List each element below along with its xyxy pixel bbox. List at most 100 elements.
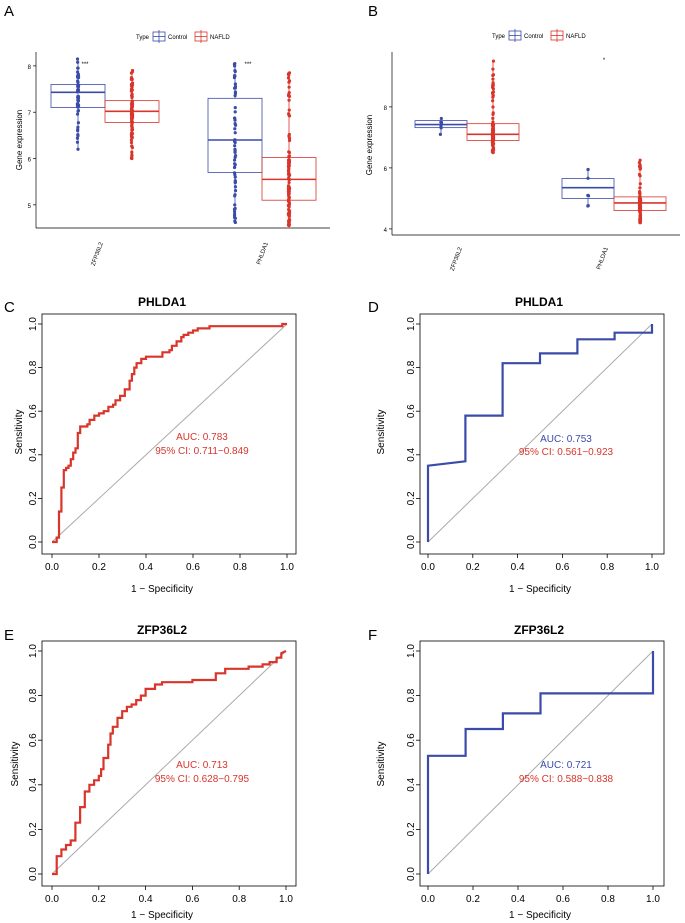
- diagonal-reference-line: [427, 323, 653, 543]
- control-dot: [76, 66, 80, 70]
- nafld-dot: [287, 73, 291, 77]
- y-tick-label: 6: [384, 167, 388, 173]
- roc-curve-line: [426, 324, 654, 542]
- panel-b-boxes: 4 6 8: [384, 59, 667, 234]
- y-tick-label: 0.8: [406, 688, 417, 702]
- nafld-dot: [287, 150, 291, 154]
- panel-f-letter: F: [368, 627, 377, 644]
- panel-e-ci: 95% CI: 0.628−0.795: [155, 774, 250, 785]
- y-tick-label: 8: [28, 65, 32, 71]
- y-tick-label: 0.0: [28, 867, 39, 881]
- nafld-dot: [130, 88, 134, 92]
- nafld-dot: [287, 137, 292, 141]
- panel-a-legend-control: Control: [168, 35, 187, 41]
- panel-d-auc: AUC: 0.753: [540, 434, 592, 445]
- y-tick-label: 0.2: [406, 491, 417, 505]
- nafld-dot: [130, 114, 135, 118]
- control-dot: [233, 131, 237, 135]
- control-dot: [76, 109, 80, 113]
- nafld-dot: [638, 186, 642, 190]
- x-tick-label: 0.8: [232, 894, 246, 905]
- panel-b-legend-control-key: [508, 29, 522, 42]
- control-dot: [76, 105, 80, 109]
- x-tick-label: 0.0: [45, 894, 59, 905]
- panel-e-letter: E: [4, 627, 14, 644]
- panel-e: E ZFP36L2 0.0 0.0 0.2 0.2 0.4 0.4 0.6 0.6 0.8 0.8…: [4, 623, 297, 921]
- control-dot: [233, 203, 237, 207]
- control-dot: [439, 116, 443, 121]
- nafld-dot: [287, 132, 291, 137]
- x-tick-label: 0.2: [466, 894, 480, 905]
- x-tick-label: 0.4: [511, 562, 525, 573]
- nafld-dot: [490, 91, 495, 95]
- x-tick-label: 0.2: [92, 894, 106, 905]
- panel-a-y-label: Gene expression: [15, 110, 24, 170]
- x-tick-label: 0.4: [139, 894, 153, 905]
- nafld-dot: [491, 99, 495, 103]
- panel-c-ci: 95% CI: 0.711−0.849: [155, 446, 249, 457]
- nafld-dot: [491, 59, 496, 63]
- control-dot: [586, 193, 590, 198]
- panel-d-ci: 95% CI: 0.561−0.923: [519, 447, 614, 458]
- diagonal-reference-line: [51, 323, 288, 543]
- nafld-dot: [637, 172, 642, 177]
- y-tick-label: 1.0: [28, 644, 39, 658]
- nafld-dot: [637, 161, 642, 165]
- nafld-dot: [287, 211, 291, 216]
- nafld-dot: [130, 124, 134, 128]
- nafld-dot: [130, 95, 134, 100]
- control-dot: [233, 173, 237, 177]
- control-dot: [233, 64, 237, 68]
- control-dot: [75, 57, 80, 61]
- nafld-dot: [129, 71, 134, 75]
- control-dot: [233, 90, 238, 94]
- control-dot: [233, 153, 238, 158]
- panel-d-plot: 0.0 0.0 0.2 0.2 0.4 0.4 0.6 0.6 0.8 0.8 1.0 1.0: [406, 317, 659, 573]
- nafld-dot: [286, 161, 291, 165]
- nafld-dot: [130, 83, 135, 87]
- panel-c-title: PHLDA1: [138, 295, 186, 309]
- y-tick-label: 0.8: [406, 360, 417, 374]
- control-dot: [586, 203, 590, 208]
- nafld-dot: [287, 91, 291, 95]
- x-tick-label: 0.6: [555, 562, 569, 573]
- panel-b-x-tick-phlda1: PHLDA1: [596, 246, 610, 271]
- nafld-dot: [491, 105, 495, 109]
- control-dot: [439, 120, 443, 124]
- nafld-dot: [491, 129, 496, 133]
- y-tick-label: 1.0: [406, 644, 417, 658]
- roc-curve-line: [426, 651, 655, 874]
- nafld-dot: [130, 128, 135, 132]
- nafld-dot: [491, 148, 496, 152]
- control-dot: [233, 216, 237, 220]
- panel-c: C PHLDA1 0.0 0.0 0.2 0.2 0.4 0.4 0.6 0.6 0.8 0.8 1…: [4, 295, 297, 595]
- x-tick-label: 0.4: [511, 894, 525, 905]
- nafld-dot: [491, 77, 495, 81]
- nafld-dot: [287, 219, 292, 223]
- control-dot: [233, 110, 237, 114]
- nafld-dot: [491, 67, 495, 71]
- nafld-dot: [491, 116, 495, 120]
- panel-d: D PHLDA1 0.0 0.0 0.2 0.2 0.4 0.4 0.6 0.6 0.8 0.8 1…: [368, 295, 665, 595]
- panel-c-auc: AUC: 0.783: [176, 432, 228, 443]
- y-tick-label: 0.0: [406, 535, 417, 549]
- nafld-dot: [490, 85, 495, 90]
- panel-f-auc: AUC: 0.721: [540, 760, 592, 771]
- control-dot: [233, 127, 237, 131]
- y-tick-label: 4: [384, 228, 388, 234]
- control-dot: [233, 185, 238, 189]
- y-tick-label: 6: [28, 158, 32, 164]
- control-dot: [233, 212, 237, 216]
- x-tick-label: 0.6: [185, 894, 199, 905]
- panel-a: A Type Control NAFLD Gene expression 5 6 7…: [4, 3, 330, 267]
- panel-b-letter: B: [368, 3, 378, 20]
- y-tick-label: 1.0: [406, 317, 417, 331]
- nafld-dot: [286, 76, 291, 80]
- nafld-dot: [287, 113, 291, 117]
- control-box: [207, 97, 263, 173]
- control-dot: [232, 158, 237, 162]
- control-dot: [233, 193, 237, 197]
- control-dot: [233, 219, 237, 223]
- nafld-dot: [491, 95, 495, 99]
- panel-c-frame: [41, 313, 297, 555]
